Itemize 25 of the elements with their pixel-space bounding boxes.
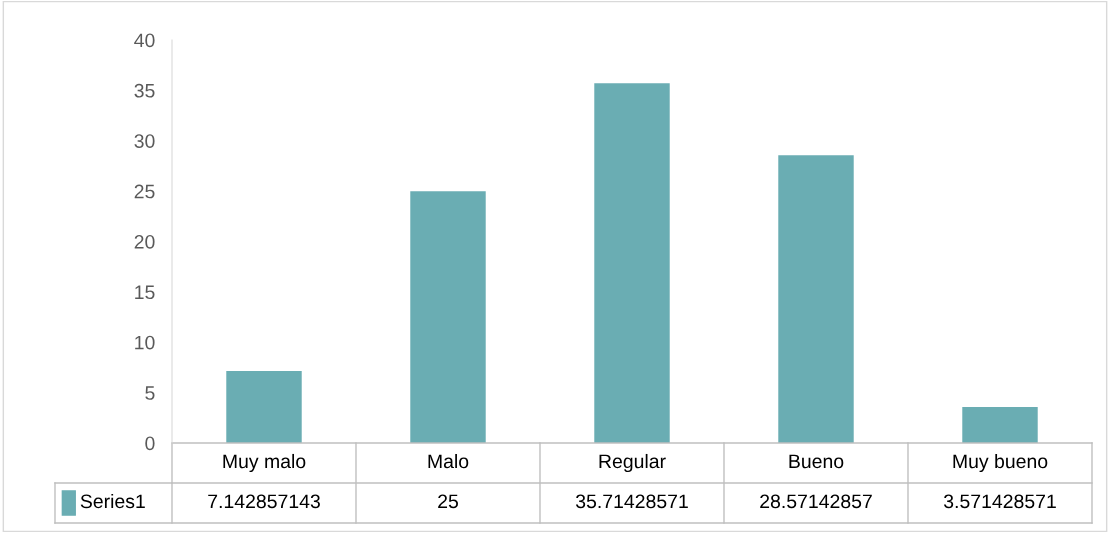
y-tick-label: 40: [134, 33, 155, 48]
y-tick-label: 30: [134, 134, 155, 148]
y-tick-label: 10: [135, 335, 155, 350]
bar: [962, 407, 1038, 443]
legend-label: Series1: [80, 493, 145, 509]
x-tick-label: Muy bueno: [953, 453, 1048, 473]
y-tick-label: 0: [145, 436, 155, 451]
bar: [778, 155, 854, 443]
y-tick-label: 20: [134, 234, 155, 249]
data-label: 3.571428571: [943, 494, 1056, 509]
bar: [410, 191, 486, 443]
x-tick-label: Malo: [428, 453, 469, 469]
y-tick-label: 35: [134, 83, 155, 98]
y-tick-label: 15: [135, 285, 155, 300]
x-tick-label: Muy malo: [223, 453, 306, 473]
x-tick-label: Bueno: [789, 454, 844, 469]
y-tick-label: 5: [145, 386, 155, 400]
x-tick-label: Regular: [599, 453, 666, 473]
data-label: 28.57142857: [760, 494, 872, 509]
y-tick-label: 25: [134, 184, 155, 199]
bar: [226, 371, 302, 443]
data-label: 7.142857143: [208, 494, 320, 509]
data-label: 25: [438, 494, 458, 509]
bar: [594, 83, 670, 443]
data-label: 35.71428571: [575, 494, 688, 509]
